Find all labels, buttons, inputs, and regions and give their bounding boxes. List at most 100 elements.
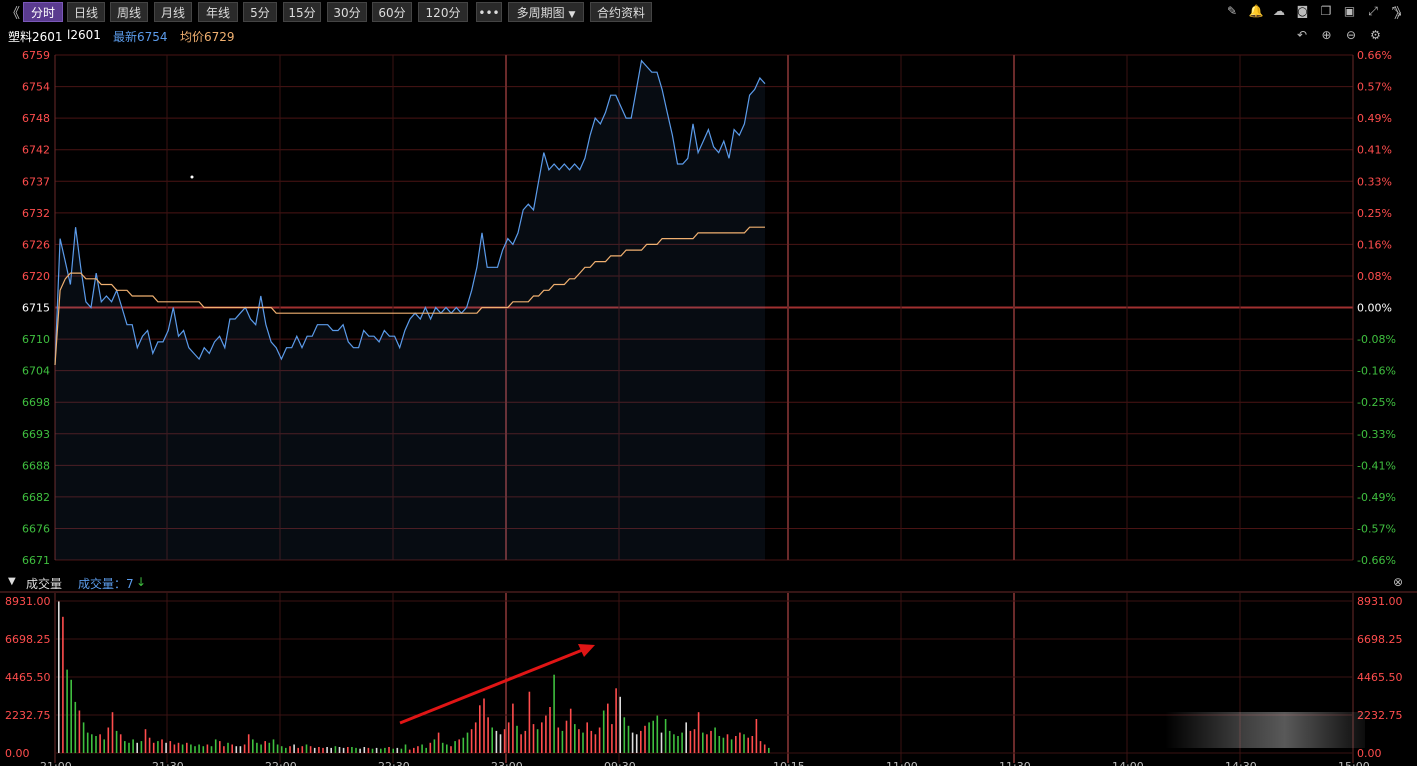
- cloud-icon[interactable]: ☁: [1273, 4, 1285, 18]
- period-toolbar: 《 分时 日线 周线 月线 年线 5分 15分 30分 60分 120分 ••• 多周期图 ▼ 合…: [0, 0, 1417, 25]
- period-button-8[interactable]: 60分: [372, 2, 412, 22]
- volume-bar: [524, 730, 527, 753]
- contract-info-button[interactable]: 合约资料: [590, 2, 652, 22]
- bell-icon[interactable]: 🔔: [1248, 4, 1264, 18]
- price-axis-right-label: -0.66%: [1357, 554, 1396, 567]
- back-icon[interactable]: 《: [6, 6, 20, 22]
- zoom-out-icon[interactable]: ⊖: [1345, 28, 1357, 42]
- undo-icon[interactable]: ↶: [1296, 28, 1308, 42]
- volume-bar: [644, 725, 646, 753]
- volume-bar: [210, 746, 213, 753]
- edit-icon[interactable]: ✎: [1226, 4, 1238, 18]
- volume-bar: [190, 744, 192, 753]
- volume-bar: [140, 741, 143, 753]
- period-button-4[interactable]: 年线: [198, 2, 238, 22]
- volume-bar: [62, 616, 64, 753]
- window-icon[interactable]: ▣: [1343, 4, 1356, 18]
- more-button[interactable]: •••: [476, 2, 502, 22]
- price-axis-right-label: -0.49%: [1357, 491, 1396, 504]
- volume-bar: [413, 747, 415, 753]
- period-button-7[interactable]: 30分: [327, 2, 367, 22]
- volume-bar: [541, 722, 543, 753]
- period-button-6[interactable]: 15分: [283, 2, 321, 22]
- volume-axis-right-label: 8931.00: [1357, 595, 1403, 608]
- volume-bar: [276, 744, 279, 753]
- volume-bar: [640, 730, 642, 753]
- volume-bar: [598, 727, 601, 753]
- price-axis-left-label: 6726: [22, 238, 50, 251]
- price-axis-right-label: -0.08%: [1357, 333, 1396, 346]
- price-axis-right-label: -0.57%: [1357, 522, 1396, 535]
- price-axis-left-label: 6676: [22, 522, 50, 535]
- volume-bar: [751, 736, 754, 753]
- volume-down-arrow-icon: ↓: [136, 575, 147, 589]
- volume-bar: [553, 674, 555, 753]
- period-button-9[interactable]: 120分: [418, 2, 468, 22]
- volume-bar: [338, 747, 341, 753]
- zoom-in-icon[interactable]: ⊕: [1321, 28, 1332, 42]
- time-axis-label: 09:30: [604, 760, 636, 766]
- price-axis-left-label: 6688: [22, 459, 50, 472]
- volume-bar: [392, 748, 394, 753]
- close-icon[interactable]: ⊗: [1393, 575, 1404, 589]
- volume-bar: [623, 717, 626, 753]
- volume-bar: [450, 746, 452, 753]
- collapse-icon[interactable]: ⤡: [1391, 4, 1402, 18]
- period-button-1[interactable]: 日线: [67, 2, 105, 22]
- volume-bar: [227, 742, 229, 753]
- volume-bar: [70, 679, 72, 753]
- volume-bar: [260, 744, 262, 753]
- period-button-3[interactable]: 月线: [154, 2, 192, 22]
- volume-bar: [305, 744, 308, 753]
- expand-icon[interactable]: ⤢: [1368, 4, 1378, 18]
- collapse-triangle-icon[interactable]: ▼: [8, 576, 16, 587]
- volume-bar: [602, 710, 605, 753]
- volume-bar: [759, 741, 762, 753]
- time-axis-label: 21:00: [40, 760, 72, 766]
- time-axis-label: 22:30: [378, 760, 410, 766]
- volume-bar: [235, 746, 238, 753]
- volume-bar: [186, 742, 188, 753]
- copy-icon[interactable]: ❐: [1320, 4, 1332, 18]
- volume-bar: [371, 748, 374, 753]
- volume-bar: [755, 719, 758, 753]
- period-button-5[interactable]: 5分: [243, 2, 277, 22]
- price-axis-left-label: 6671: [22, 554, 50, 567]
- volume-bar: [693, 729, 696, 753]
- volume-bar: [660, 732, 663, 753]
- volume-bar: [635, 734, 638, 753]
- volume-bar: [74, 701, 77, 753]
- volume-bar: [136, 742, 138, 753]
- volume-bar: [375, 747, 378, 753]
- volume-bar: [768, 747, 770, 753]
- volume-axis-right-label: 0.00: [1357, 747, 1382, 760]
- volume-bar: [421, 744, 423, 753]
- period-button-2[interactable]: 周线: [110, 2, 148, 22]
- volume-bar: [706, 734, 708, 753]
- volume-bar: [214, 739, 217, 753]
- price-axis-left-label: 6698: [22, 396, 50, 409]
- volume-bar: [615, 688, 617, 753]
- camera-icon[interactable]: ◙: [1296, 4, 1309, 18]
- multi-period-dropdown[interactable]: 多周期图 ▼: [508, 2, 584, 22]
- volume-bar: [710, 730, 712, 753]
- period-button-0[interactable]: 分时: [23, 2, 63, 22]
- volume-bar: [351, 747, 353, 753]
- settings-icon[interactable]: ⚙: [1370, 28, 1381, 42]
- volume-axis-left-label: 0.00: [5, 747, 30, 760]
- forward-icon[interactable]: 》: [1394, 6, 1408, 22]
- volume-bar: [86, 732, 89, 753]
- volume-bar: [689, 730, 692, 753]
- volume-bar: [280, 746, 283, 753]
- price-axis-left-label: 6737: [22, 175, 50, 188]
- cursor-dot: [190, 175, 194, 179]
- price-axis-left-label: 6682: [22, 491, 50, 504]
- volume-bar: [124, 741, 126, 753]
- price-axis-right-label: 0.00%: [1357, 302, 1392, 315]
- volume-bar: [611, 724, 613, 753]
- volume-bar: [359, 748, 361, 753]
- time-axis-label: 10:15: [773, 760, 805, 766]
- price-axis-left-label: 6715: [22, 302, 50, 315]
- volume-bar: [730, 739, 733, 753]
- volume-bar: [429, 742, 432, 753]
